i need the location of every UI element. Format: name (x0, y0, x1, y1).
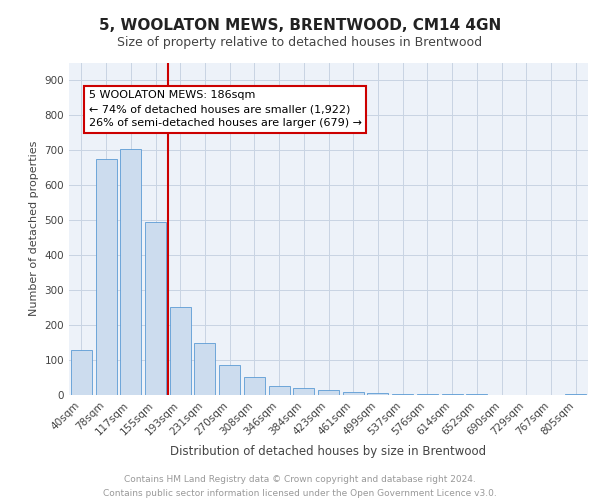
Bar (145, 222, 166, 395)
Bar (417, 394, 438, 395)
Text: Contains HM Land Registry data © Crown copyright and database right 2024.
Contai: Contains HM Land Registry data © Crown c… (103, 476, 497, 498)
Bar (318, 390, 339, 395)
Bar (71, 350, 92, 395)
Bar (219, 365, 240, 395)
Bar (194, 342, 215, 395)
Text: 5, WOOLATON MEWS, BRENTWOOD, CM14 4GN: 5, WOOLATON MEWS, BRENTWOOD, CM14 4GN (99, 18, 501, 32)
Y-axis label: Number of detached properties: Number of detached properties (29, 141, 39, 316)
Bar (442, 394, 463, 395)
Bar (392, 394, 413, 395)
Bar (269, 386, 290, 395)
Bar (293, 388, 314, 395)
X-axis label: Distribution of detached houses by size in Brentwood: Distribution of detached houses by size … (170, 445, 487, 458)
Bar (120, 149, 141, 395)
Bar (95, 159, 116, 395)
Text: 5 WOOLATON MEWS: 186sqm
← 74% of detached houses are smaller (1,922)
26% of semi: 5 WOOLATON MEWS: 186sqm ← 74% of detache… (89, 90, 362, 128)
Bar (565, 394, 586, 395)
Bar (466, 394, 487, 395)
Text: Size of property relative to detached houses in Brentwood: Size of property relative to detached ho… (118, 36, 482, 49)
Bar (170, 307, 191, 395)
Bar (367, 392, 388, 395)
Bar (244, 377, 265, 395)
Bar (343, 392, 364, 395)
